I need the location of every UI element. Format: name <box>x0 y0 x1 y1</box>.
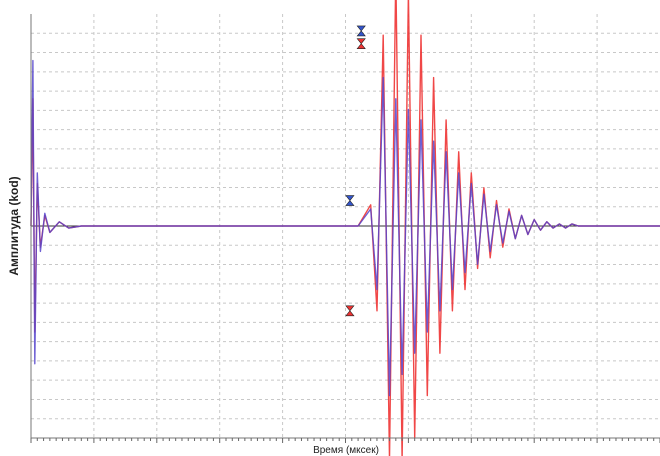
axes <box>30 14 660 443</box>
x-axis-label: Время (мксек) <box>313 445 379 456</box>
cursor-marker <box>356 25 366 37</box>
cursor-marker <box>345 195 355 206</box>
x-ticks <box>30 438 660 443</box>
cursor-marker <box>345 305 355 317</box>
series-layer <box>30 0 660 456</box>
series-line <box>30 59 660 397</box>
marker-layer <box>345 25 366 317</box>
y-axis-label: Амплитуда (kod) <box>7 176 21 275</box>
cursor-marker <box>356 38 366 49</box>
